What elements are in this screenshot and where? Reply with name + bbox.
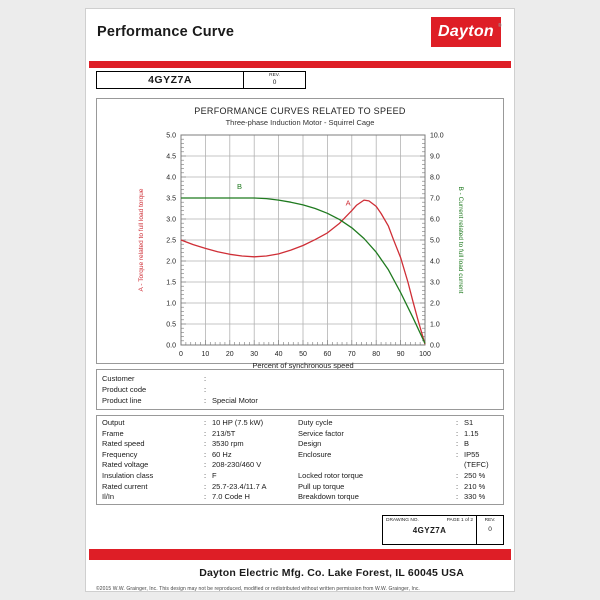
svg-text:4.5: 4.5 <box>166 154 176 161</box>
info-row: Product line : Special Motor <box>102 395 499 406</box>
spec-row: Locked rotor torque:250 % <box>298 470 486 480</box>
model-number: 4GYZ7A <box>96 71 244 89</box>
revision-label: REV. <box>269 73 280 78</box>
svg-text:8.0: 8.0 <box>430 175 440 182</box>
spec-row: Design: B <box>298 439 470 449</box>
drawing-no-label: DRAWING NO. <box>386 518 419 523</box>
svg-text:80: 80 <box>372 351 380 358</box>
company-address: Dayton Electric Mfg. Co. Lake Forest, IL… <box>199 567 464 579</box>
svg-text:70: 70 <box>348 351 356 358</box>
specs-right-column: Duty cycle: S1 Service factor:1.15 Design… <box>298 418 499 502</box>
spec-row: Rated speed:3530 rpm <box>102 439 244 449</box>
svg-text:2.0: 2.0 <box>430 301 440 308</box>
drawing-number-main: DRAWING NO. PAGE 1 of 2 4GYZ7A <box>383 516 477 544</box>
svg-text:A - Torque related to full loa: A - Torque related to full load torque <box>138 188 145 291</box>
spec-row: Insulation class: F <box>102 470 217 480</box>
customer-info-box: Customer : Product code : Product line :… <box>96 369 504 410</box>
spec-row: Enclosure: IP55 (TEFC) <box>298 449 489 470</box>
document-header: Performance Curve Dayton ® <box>96 9 504 61</box>
svg-text:20: 20 <box>226 351 234 358</box>
svg-text:B: B <box>237 182 242 191</box>
svg-text:4.0: 4.0 <box>166 175 176 182</box>
svg-text:5.0: 5.0 <box>166 133 176 140</box>
specifications-box: Output:10 HP (7.5 kW) Frame:213/5T Rated… <box>96 415 504 505</box>
customer-label: Customer <box>102 374 135 383</box>
svg-text:6.0: 6.0 <box>430 217 440 224</box>
spec-row: Rated current:25.7-23.4/11.7 A <box>102 481 267 491</box>
bottom-red-divider <box>89 549 511 560</box>
svg-text:30: 30 <box>250 351 258 358</box>
separator: : <box>204 396 207 405</box>
svg-text:10.0: 10.0 <box>430 133 444 140</box>
svg-text:1.5: 1.5 <box>166 280 176 287</box>
product-code-label: Product code <box>102 385 147 394</box>
revision-box: REV. 0 <box>244 71 306 89</box>
svg-text:3.0: 3.0 <box>166 217 176 224</box>
separator: : <box>204 385 207 394</box>
drawing-number-box: DRAWING NO. PAGE 1 of 2 4GYZ7A REV. 0 <box>382 515 504 545</box>
svg-text:10: 10 <box>202 351 210 358</box>
spec-row: Service factor:1.15 <box>298 428 479 438</box>
model-header-row: 4GYZ7A REV. 0 <box>96 71 504 89</box>
dayton-logo-text: Dayton <box>437 23 495 40</box>
svg-text:5.0: 5.0 <box>430 238 440 245</box>
product-line-value: Special Motor <box>212 396 258 405</box>
svg-text:A: A <box>346 199 351 208</box>
svg-text:1.0: 1.0 <box>430 322 440 329</box>
svg-text:0: 0 <box>179 351 183 358</box>
chart-panel: PERFORMANCE CURVES RELATED TO SPEED Thre… <box>96 98 504 369</box>
page-indicator: PAGE 1 of 2 <box>446 518 473 523</box>
top-red-divider <box>89 61 511 68</box>
spec-row: Output:10 HP (7.5 kW) <box>102 418 264 427</box>
drawing-rev-value: 0 <box>488 526 492 533</box>
svg-text:B - Current related to full lo: B - Current related to full load current <box>457 187 464 294</box>
registered-trademark-icon: ® <box>498 23 502 29</box>
specs-left-column: Output:10 HP (7.5 kW) Frame:213/5T Rated… <box>102 418 298 502</box>
copyright-notice: ©2015 W.W. Grainger, Inc. This design ma… <box>96 586 420 592</box>
performance-chart: 0.0 0.5 1.0 1.5 2.0 2.5 3.0 3.5 4.0 4.5 5.0 0.0 1.0 2… <box>138 133 464 370</box>
separator: : <box>204 374 207 383</box>
product-line-label: Product line <box>102 396 142 405</box>
svg-text:60: 60 <box>324 351 332 358</box>
spec-row: Pull up torque:210 % <box>298 481 486 491</box>
spec-row: Frequency:60 Hz <box>102 449 232 459</box>
spec-row: Duty cycle: S1 <box>298 418 474 427</box>
svg-text:3.0: 3.0 <box>430 280 440 287</box>
svg-text:2.5: 2.5 <box>166 238 176 245</box>
spec-row: Il/In:7.0 Code H <box>102 492 250 502</box>
svg-text:7.0: 7.0 <box>430 196 440 203</box>
drawing-rev-label: REV. <box>484 518 496 523</box>
drawing-rev-cell: REV. 0 <box>477 516 503 544</box>
svg-text:3.5: 3.5 <box>166 196 176 203</box>
svg-text:1.0: 1.0 <box>166 301 176 308</box>
revision-value: 0 <box>272 79 277 86</box>
drawing-number-row: DRAWING NO. PAGE 1 of 2 4GYZ7A REV. 0 <box>96 515 504 545</box>
page-title: Performance Curve <box>97 24 235 40</box>
spec-row: Rated voltage:208-230/460 V <box>102 460 262 470</box>
svg-text:100: 100 <box>419 351 431 358</box>
chart-subtitle: Three-phase Induction Motor - Squirrel C… <box>225 118 375 127</box>
svg-text:9.0: 9.0 <box>430 154 440 161</box>
spec-row: Frame:213/5T <box>102 428 236 438</box>
drawing-number-value: 4GYZ7A <box>412 526 447 535</box>
svg-text:0.5: 0.5 <box>166 322 176 329</box>
svg-text:Percent of synchronous speed: Percent of synchronous speed <box>252 361 353 369</box>
svg-text:90: 90 <box>397 351 405 358</box>
chart-title: PERFORMANCE CURVES RELATED TO SPEED <box>194 106 406 116</box>
svg-text:50: 50 <box>299 351 307 358</box>
info-row: Product code : <box>102 384 499 395</box>
svg-text:2.0: 2.0 <box>166 259 176 266</box>
svg-text:4.0: 4.0 <box>430 259 440 266</box>
info-row: Customer : <box>102 373 499 384</box>
svg-text:40: 40 <box>275 351 283 358</box>
dayton-logo: Dayton ® <box>431 17 502 47</box>
document-page: Performance Curve Dayton ® 4GYZ7A REV. 0… <box>85 8 515 592</box>
svg-text:0.0: 0.0 <box>166 343 176 350</box>
svg-text:0.0: 0.0 <box>430 343 440 350</box>
spec-row: Breakdown torque:330 % <box>298 492 486 502</box>
